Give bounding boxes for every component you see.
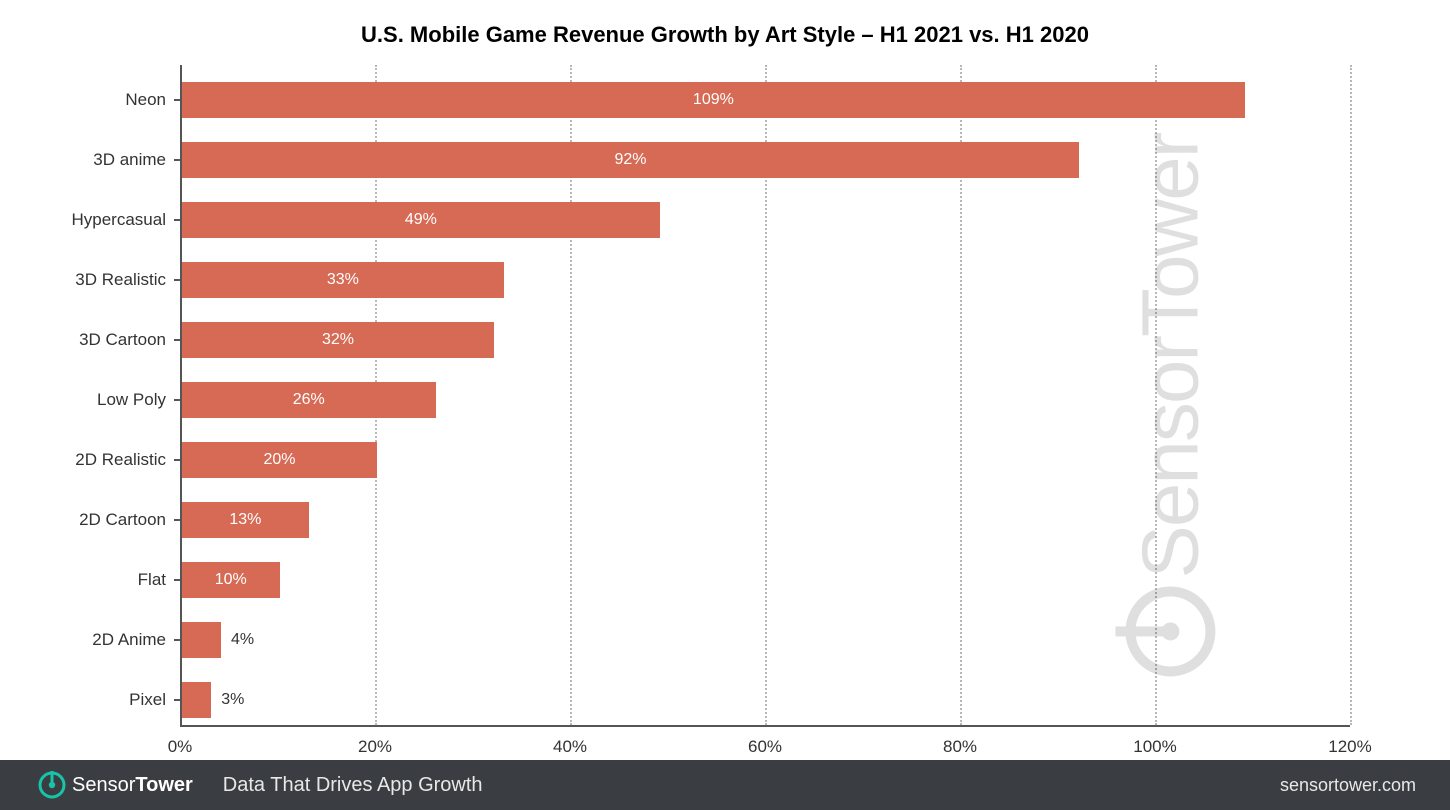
y-category-label: 2D Realistic xyxy=(75,450,180,470)
footer-logo-text: SensorTower xyxy=(72,774,193,797)
bar-value-label: 109% xyxy=(693,91,734,109)
x-axis-line xyxy=(180,725,1350,727)
bar-value-label: 92% xyxy=(614,151,646,169)
bar: 3% xyxy=(182,682,211,718)
bar-value-label: 13% xyxy=(229,511,261,529)
bar: 109% xyxy=(182,82,1245,118)
x-tick-label: 40% xyxy=(553,737,587,757)
y-category-label: Hypercasual xyxy=(72,210,181,230)
footer-logo-thin: Sensor xyxy=(72,774,135,796)
bar: 26% xyxy=(182,382,436,418)
chart-plot-area: 0%20%40%60%80%100%120%Neon109%3D anime92… xyxy=(180,65,1350,725)
bar: 10% xyxy=(182,562,280,598)
bar: 33% xyxy=(182,262,504,298)
y-category-label: 2D Anime xyxy=(92,630,180,650)
grid-line xyxy=(1155,65,1157,725)
bar-value-label: 32% xyxy=(322,331,354,349)
bar-value-label: 33% xyxy=(327,271,359,289)
bar-value-label: 3% xyxy=(221,691,244,709)
bar: 4% xyxy=(182,622,221,658)
y-category-label: 2D Cartoon xyxy=(79,510,180,530)
x-tick-label: 100% xyxy=(1133,737,1176,757)
grid-line xyxy=(1350,65,1352,725)
bar: 13% xyxy=(182,502,309,538)
x-tick-label: 80% xyxy=(943,737,977,757)
footer-tagline: Data That Drives App Growth xyxy=(223,774,483,797)
footer-logo-bold: Tower xyxy=(135,774,192,796)
bar-value-label: 26% xyxy=(293,391,325,409)
y-category-label: Neon xyxy=(125,90,180,110)
bar: 92% xyxy=(182,142,1079,178)
x-tick-label: 60% xyxy=(748,737,782,757)
chart-title: U.S. Mobile Game Revenue Growth by Art S… xyxy=(0,22,1450,48)
y-category-label: Flat xyxy=(138,570,180,590)
bar: 20% xyxy=(182,442,377,478)
bar: 32% xyxy=(182,322,494,358)
y-category-label: 3D Cartoon xyxy=(79,330,180,350)
x-tick-label: 120% xyxy=(1328,737,1371,757)
footer-url: sensortower.com xyxy=(1280,775,1416,796)
bar: 49% xyxy=(182,202,660,238)
footer-bar: SensorTower Data That Drives App Growth … xyxy=(0,760,1450,810)
bar-value-label: 20% xyxy=(263,451,295,469)
bar-value-label: 4% xyxy=(231,631,254,649)
sensortower-pin-icon xyxy=(38,771,66,799)
x-tick-label: 20% xyxy=(358,737,392,757)
y-category-label: 3D Realistic xyxy=(75,270,180,290)
y-category-label: Pixel xyxy=(129,690,180,710)
bar-value-label: 49% xyxy=(405,211,437,229)
bar-value-label: 10% xyxy=(215,571,247,589)
y-category-label: Low Poly xyxy=(97,390,180,410)
footer-logo: SensorTower xyxy=(38,771,193,799)
y-category-label: 3D anime xyxy=(93,150,180,170)
x-tick-label: 0% xyxy=(168,737,193,757)
